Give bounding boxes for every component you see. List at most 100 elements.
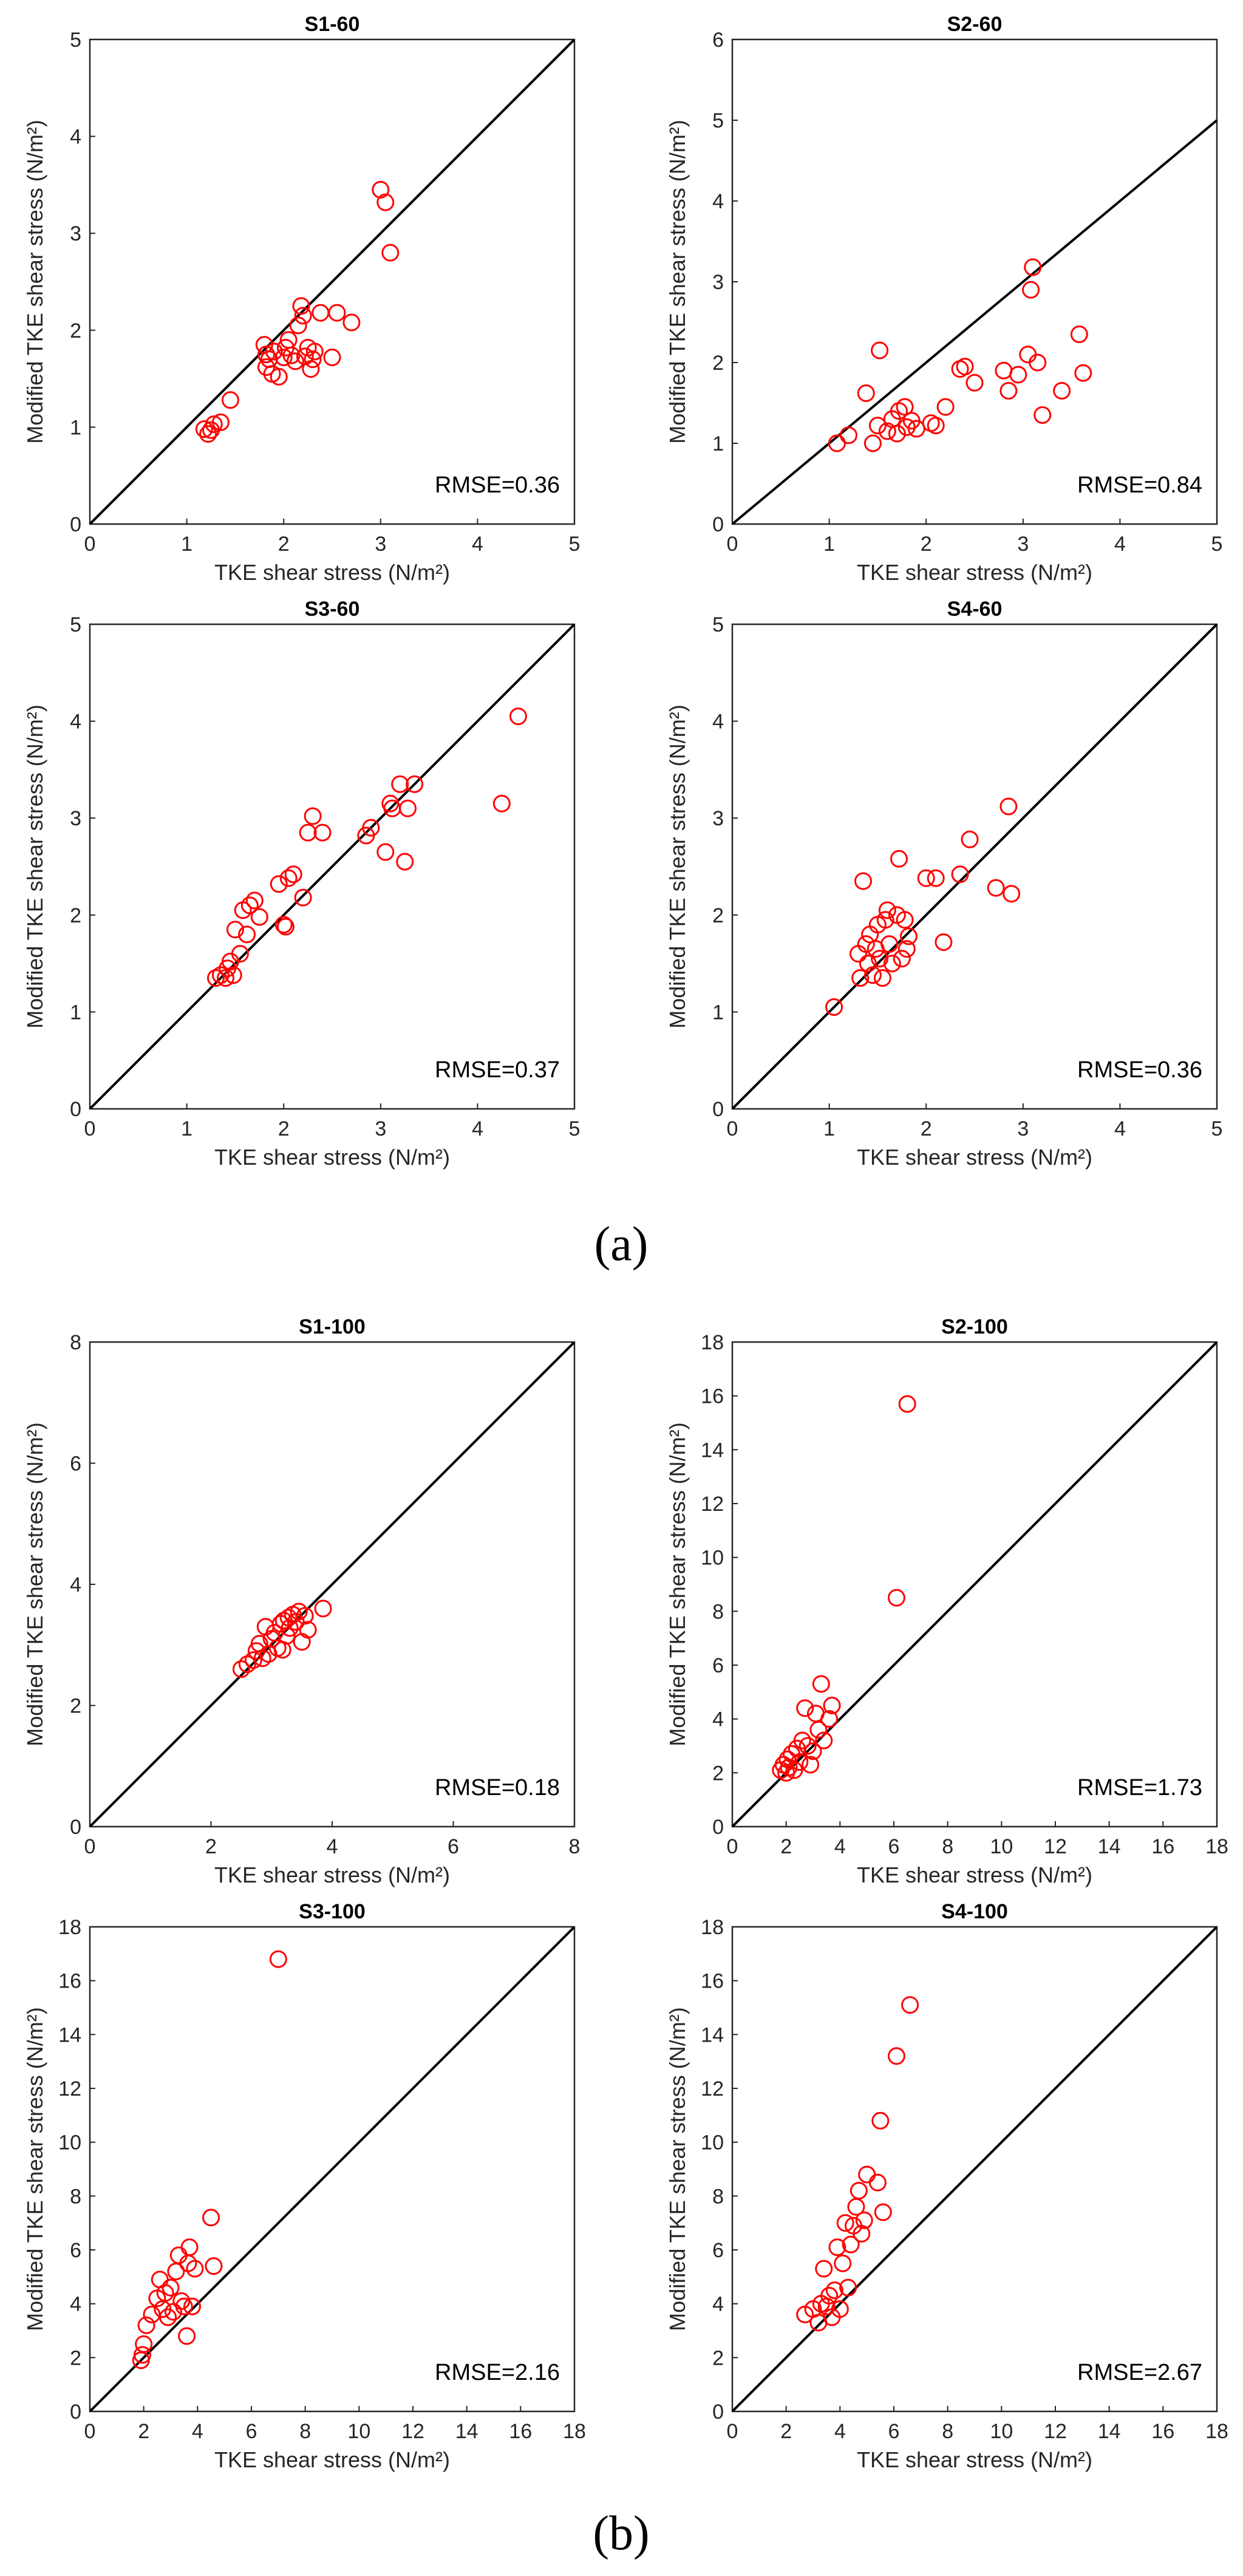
- reference-line: [732, 1927, 1217, 2411]
- y-tick-label: 4: [70, 126, 81, 149]
- x-tick-label: 10: [347, 2420, 370, 2443]
- data-point: [195, 420, 213, 438]
- plot-area: [89, 623, 576, 1110]
- data-point: [956, 358, 974, 376]
- data-point: [135, 2335, 153, 2353]
- data-point: [299, 823, 317, 842]
- data-point: [809, 1720, 828, 1739]
- x-axis-label: TKE shear stress (N/m²): [214, 560, 450, 585]
- data-point: [859, 955, 877, 973]
- data-point: [878, 422, 896, 440]
- x-tick-label: 0: [84, 2420, 96, 2443]
- data-point: [250, 908, 268, 926]
- data-point: [205, 2257, 223, 2275]
- data-point: [294, 888, 312, 907]
- data-point: [1070, 325, 1088, 343]
- y-axis-label: Modified TKE shear stress (N/m²): [22, 1422, 47, 1746]
- y-tick-label: 12: [58, 2077, 81, 2101]
- data-point: [893, 950, 911, 968]
- data-point: [871, 950, 889, 968]
- x-tick-label: 12: [1044, 1835, 1067, 1858]
- y-axis-label: Modified TKE shear stress (N/m²): [665, 1422, 690, 1746]
- data-point: [372, 180, 390, 199]
- data-point: [206, 969, 225, 987]
- plot-area: [89, 38, 576, 525]
- y-tick-label: 16: [701, 1385, 724, 1408]
- x-tick-label: 1: [181, 1117, 192, 1140]
- data-point: [238, 925, 256, 944]
- chart-panel-2: S2-60 0 1 2 3 4 5 0 1 2 3 4 5 6 TKE shear stress (N/m²…: [665, 13, 1222, 585]
- data-point: [812, 1675, 830, 1693]
- data-point: [274, 916, 293, 934]
- rmse-annotation: RMSE=0.84: [1077, 472, 1202, 498]
- y-tick-label: 18: [701, 1331, 724, 1354]
- data-point: [199, 425, 217, 443]
- data-point: [858, 2165, 876, 2184]
- data-point: [304, 807, 322, 825]
- x-axis-label: TKE shear stress (N/m²): [857, 1862, 1092, 1887]
- y-tick-label: 4: [70, 2293, 81, 2316]
- y-axis-label: Modified TKE shear stress (N/m²): [665, 704, 690, 1028]
- data-point: [825, 2281, 843, 2299]
- data-point: [287, 1613, 305, 1631]
- data-point: [270, 367, 288, 386]
- data-point: [876, 911, 894, 929]
- data-point: [224, 966, 242, 984]
- chart-title: S3-60: [305, 598, 360, 621]
- y-tick-label: 4: [70, 710, 81, 734]
- data-point: [202, 2209, 220, 2227]
- reference-line: [90, 39, 574, 524]
- data-point: [791, 1753, 809, 1771]
- x-tick-label: 3: [1017, 1117, 1029, 1140]
- x-axis-label: TKE shear stress (N/m²): [857, 560, 1092, 585]
- data-point: [828, 2238, 846, 2257]
- data-point: [935, 933, 953, 951]
- y-tick-label: 8: [70, 1331, 81, 1354]
- y-axis-label: Modified TKE shear stress (N/m²): [665, 120, 690, 443]
- data-point: [927, 417, 945, 435]
- data-point: [293, 1633, 311, 1651]
- x-tick-label: 16: [1151, 1835, 1174, 1858]
- data-point: [1003, 885, 1021, 903]
- chart-title: S4-100: [941, 1900, 1008, 1923]
- x-tick-label: 2: [278, 1117, 290, 1140]
- rmse-annotation: RMSE=0.18: [435, 1775, 560, 1801]
- y-tick-label: 12: [701, 1493, 724, 1516]
- y-tick-label: 2: [712, 1762, 724, 1785]
- data-point: [186, 2260, 204, 2278]
- data-point: [232, 1660, 250, 1678]
- data-point: [1019, 346, 1037, 364]
- x-tick-label: 2: [780, 2420, 792, 2443]
- x-tick-label: 8: [942, 2420, 953, 2443]
- y-tick-label: 6: [712, 2239, 724, 2262]
- data-point: [868, 2173, 887, 2192]
- data-point: [880, 935, 899, 953]
- data-point: [292, 297, 310, 315]
- data-point: [391, 775, 409, 793]
- data-point: [815, 2260, 833, 2278]
- data-point: [896, 398, 914, 416]
- data-point: [276, 918, 295, 936]
- y-tick-label: 16: [58, 1970, 81, 1993]
- y-tick-label: 5: [712, 613, 724, 636]
- y-tick-label: 2: [712, 904, 724, 927]
- data-point: [269, 1950, 287, 1968]
- y-tick-label: 2: [712, 2346, 724, 2370]
- y-tick-label: 5: [712, 109, 724, 132]
- plot-area: [731, 1341, 1218, 1828]
- data-point: [871, 341, 889, 359]
- data-point: [383, 799, 401, 817]
- data-point: [828, 434, 846, 452]
- plot-area: [89, 1926, 576, 2413]
- data-point: [274, 348, 293, 366]
- data-point: [887, 2047, 905, 2065]
- data-point: [304, 350, 322, 369]
- data-point: [836, 2214, 854, 2232]
- data-point: [820, 1710, 839, 1728]
- data-point: [965, 373, 984, 392]
- chart-title: S1-100: [299, 1315, 366, 1338]
- y-tick-label: 18: [701, 1916, 724, 1939]
- data-point: [240, 896, 259, 915]
- x-tick-label: 0: [727, 2420, 738, 2443]
- data-point: [898, 1395, 916, 1413]
